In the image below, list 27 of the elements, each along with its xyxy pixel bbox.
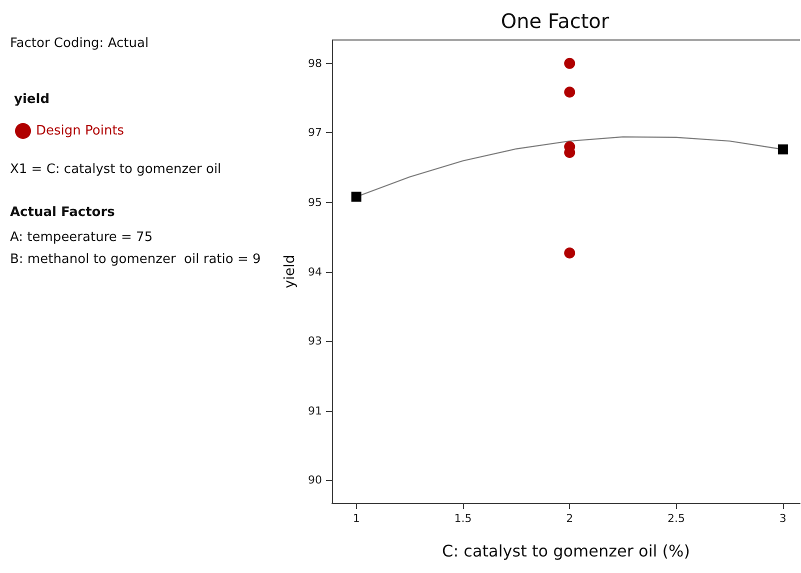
point (564, 58, 576, 69)
text: Actual Factors (10, 205, 116, 220)
legend-label: Design Points (36, 124, 124, 138)
x-axis-title: C: catalyst to gomenzer oil (%) (442, 542, 690, 560)
point (564, 86, 576, 98)
y-tick-label: 97 (308, 126, 322, 140)
text: B: methanol to gomenzer oil ratio = 9 (10, 252, 261, 267)
y-tick-label: 98 (308, 56, 322, 70)
x-tick-label: 1 (352, 512, 360, 525)
text: A: tempeerature = 75 (10, 230, 153, 245)
point (351, 192, 362, 202)
y-tick-label: 93 (308, 334, 322, 348)
point (564, 248, 576, 259)
y-axis-title: yield (282, 254, 298, 288)
point (778, 144, 788, 154)
y-tick-label: 94 (308, 265, 322, 278)
x-tick-label: 2 (566, 512, 574, 525)
y-tick-label: 95 (308, 196, 322, 209)
chart-title: One Factor (500, 9, 610, 33)
text: Factor Coding: Actual (10, 36, 149, 51)
y-tick-label: 90 (308, 474, 322, 487)
text: X1 = C: catalyst to gomenzer oil (10, 162, 222, 177)
x-tick-label: 1.5 (454, 512, 472, 525)
x-tick-label: 2.5 (668, 512, 686, 525)
legend-title: yield (14, 92, 50, 107)
y-tick-label: 91 (308, 404, 322, 418)
x-tick-label: 3 (779, 512, 786, 525)
